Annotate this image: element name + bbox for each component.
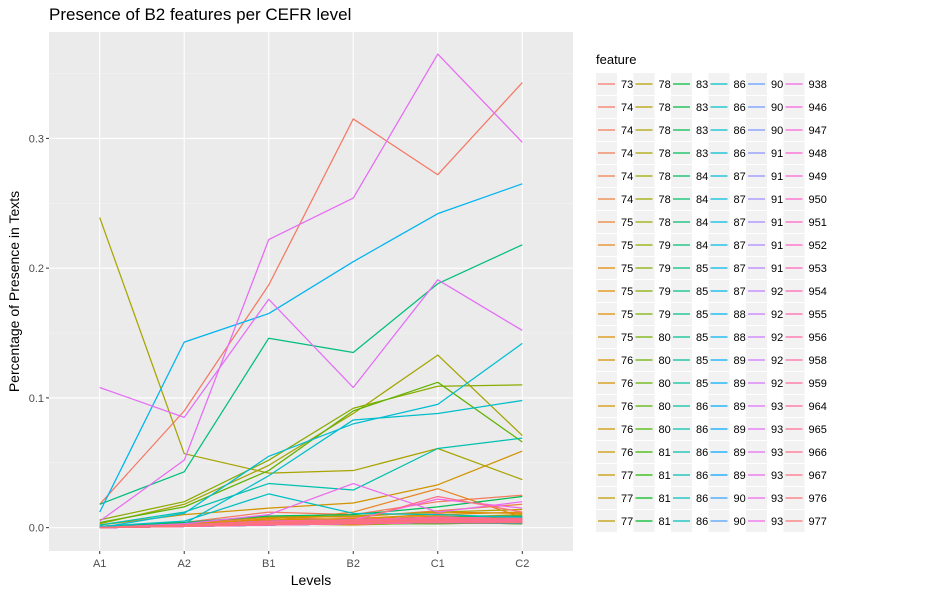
y-axis-title: Percentage of Presence in Texts: [6, 191, 22, 392]
legend: 7397407447457477497507537547557577587607…: [596, 73, 827, 532]
legend-label: 956: [809, 332, 827, 344]
chart-title: Presence of B2 features per CEFR level: [49, 5, 351, 24]
legend-label: 949: [809, 171, 827, 183]
x-tick-label: C1: [431, 558, 445, 570]
series-lines: [99, 53, 523, 529]
series-line-976: [99, 520, 523, 529]
y-axis: 0.0 0.1 0.2 0.3: [29, 133, 49, 535]
legend-label: 938: [809, 79, 827, 91]
legend-label: 977: [809, 516, 827, 528]
legend-label: 947: [809, 125, 827, 137]
series-line-762: [99, 450, 523, 526]
y-tick-label: 0.2: [29, 263, 44, 275]
series-line-977: [99, 517, 523, 529]
legend-label: 951: [809, 217, 827, 229]
legend-label: 948: [809, 148, 827, 160]
series-line-931: [99, 279, 523, 418]
legend-label: 965: [809, 424, 827, 436]
series-line-869: [99, 342, 523, 529]
legend-label: 946: [809, 102, 827, 114]
y-tick-label: 0.0: [29, 523, 44, 535]
legend-label: 952: [809, 240, 827, 252]
series-line-935: [99, 482, 523, 529]
legend-label: 976: [809, 493, 827, 505]
series-line-932: [99, 53, 523, 522]
legend-label: 967: [809, 470, 827, 482]
legend-label: 959: [809, 378, 827, 390]
series-line-838: [99, 495, 523, 527]
legend-label: 958: [809, 355, 827, 367]
x-tick-label: C2: [515, 558, 529, 570]
legend-label: 950: [809, 194, 827, 206]
x-tick-label: B1: [262, 558, 275, 570]
x-tick-label: A2: [177, 558, 190, 570]
legend-label: 954: [809, 286, 827, 298]
legend-label: 953: [809, 263, 827, 275]
legend-label: 966: [809, 447, 827, 459]
series-line-862: [99, 437, 523, 526]
x-axis-title: Levels: [291, 572, 331, 588]
legend-label: 955: [809, 309, 827, 321]
x-tick-label: A1: [93, 558, 106, 570]
y-tick-label: 0.1: [29, 393, 44, 405]
y-tick-label: 0.3: [29, 133, 44, 145]
series-line-852: [99, 244, 523, 505]
series-line-866: [99, 493, 523, 527]
legend-title: feature: [596, 52, 636, 67]
series-line-883: [99, 183, 523, 513]
series-line-785: [99, 217, 523, 481]
x-tick-label: B2: [347, 558, 360, 570]
series-line-791: [99, 384, 523, 521]
x-axis: A1 A2 B1 B2 C1 C2: [93, 551, 529, 570]
legend-label: 964: [809, 401, 827, 413]
series-line-740: [99, 82, 523, 505]
